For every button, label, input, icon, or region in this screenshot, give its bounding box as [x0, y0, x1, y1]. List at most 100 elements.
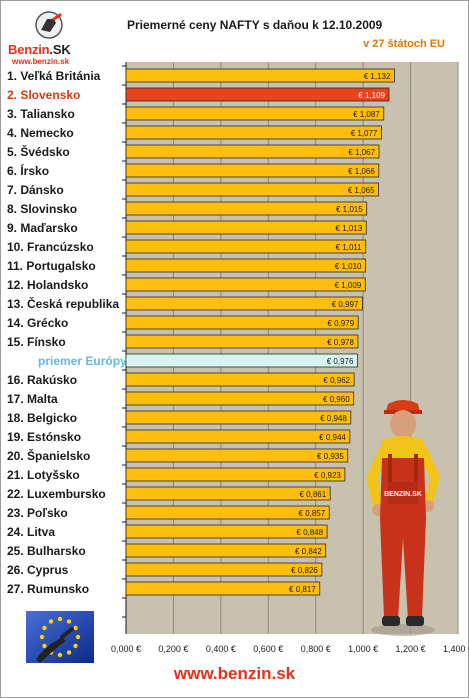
- bar: [125, 182, 379, 197]
- category-label: 22. Luxembursko: [7, 487, 106, 501]
- category-label: 19. Estónsko: [7, 430, 81, 444]
- bar: [125, 486, 331, 501]
- x-tick-label: 1,200 €: [396, 644, 426, 654]
- category-label: 2. Slovensko: [7, 88, 80, 102]
- data-label: € 0,935: [317, 452, 344, 461]
- bar: [125, 239, 367, 254]
- data-label: € 0,962: [323, 376, 350, 385]
- category-label: 13. Česká republika: [7, 296, 119, 311]
- bar: [125, 258, 366, 273]
- category-label: 3. Taliansko: [7, 107, 75, 121]
- category-label: 7. Dánsko: [7, 183, 64, 197]
- mechanic-mascot-image: BENZIN.SK: [366, 400, 440, 636]
- category-label: 20. Španielsko: [7, 448, 90, 463]
- category-label: 4. Nemecko: [7, 126, 74, 140]
- bar: [125, 163, 380, 178]
- bar: [125, 125, 382, 140]
- bar: [125, 220, 367, 235]
- data-label: € 1,013: [336, 224, 363, 233]
- bar: [125, 543, 327, 558]
- benzin-logo[interactable]: Benzin.SK www.benzin.sk: [8, 8, 88, 68]
- data-label: € 0,997: [332, 300, 359, 309]
- data-label: € 0,826: [291, 566, 318, 575]
- category-label: 23. Poľsko: [7, 506, 68, 520]
- bar: [125, 410, 352, 425]
- x-tick-label: 0,200 €: [158, 644, 188, 654]
- category-label: 24. Litva: [7, 525, 55, 539]
- bar: [125, 448, 349, 463]
- data-label: € 1,009: [335, 281, 362, 290]
- footer-url[interactable]: www.benzin.sk: [173, 664, 296, 683]
- category-label: 16. Rakúsko: [7, 373, 77, 387]
- x-tick-label: 0,600 €: [253, 644, 283, 654]
- category-label: 12. Holandsko: [7, 278, 88, 292]
- data-label: € 1,109: [358, 91, 385, 100]
- x-tick-label: 0,400 €: [206, 644, 236, 654]
- category-label: 21. Lotyšsko: [7, 468, 80, 482]
- category-label: 15. Fínsko: [7, 335, 66, 349]
- data-label: € 1,066: [348, 167, 375, 176]
- data-label: € 1,077: [351, 129, 378, 138]
- bar: [125, 391, 355, 406]
- data-label: € 0,978: [327, 338, 354, 347]
- x-tick-label: 1,400 €: [443, 644, 469, 654]
- bar: [125, 524, 328, 539]
- category-label: 5. Švédsko: [7, 144, 70, 159]
- category-label: 6. Írsko: [7, 163, 49, 178]
- bar: [125, 372, 355, 387]
- mascot-badge: BENZIN.SK: [384, 491, 422, 498]
- category-label: 14. Grécko: [7, 316, 68, 330]
- bar: [125, 429, 351, 444]
- data-label: € 0,976: [327, 357, 354, 366]
- category-label: 17. Malta: [7, 392, 58, 406]
- category-label: 26. Cyprus: [7, 563, 69, 577]
- bar: [125, 106, 385, 121]
- data-label: € 0,944: [319, 433, 346, 442]
- eu-flag-icon: [26, 611, 94, 663]
- bar: [125, 201, 368, 216]
- data-label: € 1,065: [348, 186, 375, 195]
- data-label: € 1,087: [353, 110, 380, 119]
- data-label: € 1,067: [348, 148, 375, 157]
- bar: [125, 353, 358, 368]
- category-label: 10. Francúzsko: [7, 240, 94, 254]
- data-label: € 0,979: [327, 319, 354, 328]
- bar: [125, 277, 366, 292]
- category-label: 9. Maďarsko: [7, 221, 78, 235]
- data-label: € 0,842: [295, 547, 322, 556]
- fuel-nozzle-icon: [35, 11, 63, 39]
- category-label: 11. Portugalsko: [7, 259, 96, 273]
- category-label: 25. Bulharsko: [7, 544, 86, 558]
- data-label: € 0,923: [314, 471, 341, 480]
- data-label: € 1,015: [336, 205, 363, 214]
- x-tick-label: 0,000 €: [111, 644, 141, 654]
- bar: [125, 505, 330, 520]
- bar: [125, 87, 390, 102]
- bar: [125, 562, 323, 577]
- data-label: € 1,132: [364, 72, 391, 81]
- chart-title: Priemerné ceny NAFTY s daňou k 12.10.200…: [127, 18, 383, 32]
- brand-suffix: SK: [52, 42, 71, 57]
- chart-subtitle: v 27 štátoch EU: [363, 38, 445, 50]
- bar: [125, 296, 363, 311]
- data-label: € 0,948: [320, 414, 347, 423]
- data-label: € 0,857: [299, 509, 326, 518]
- bar: [125, 334, 359, 349]
- x-tick-label: 0,800 €: [301, 644, 331, 654]
- data-label: € 1,010: [335, 262, 362, 271]
- brand-url: www.benzin.sk: [12, 57, 70, 66]
- data-label: € 0,848: [296, 528, 323, 537]
- category-label: 18. Belgicko: [7, 411, 77, 425]
- data-label: € 1,011: [336, 243, 363, 252]
- bar: [125, 467, 346, 482]
- x-tick-label: 1,000 €: [348, 644, 378, 654]
- data-label: € 0,817: [289, 585, 316, 594]
- bar: [125, 315, 359, 330]
- data-label: € 0,861: [299, 490, 326, 499]
- category-label: 8. Slovinsko: [7, 202, 77, 216]
- bar: [125, 144, 380, 159]
- brand-name: Benzin.SK: [8, 42, 71, 57]
- category-label: 1. Veľká Británia: [7, 69, 101, 83]
- category-label: priemer Európy: [38, 354, 127, 368]
